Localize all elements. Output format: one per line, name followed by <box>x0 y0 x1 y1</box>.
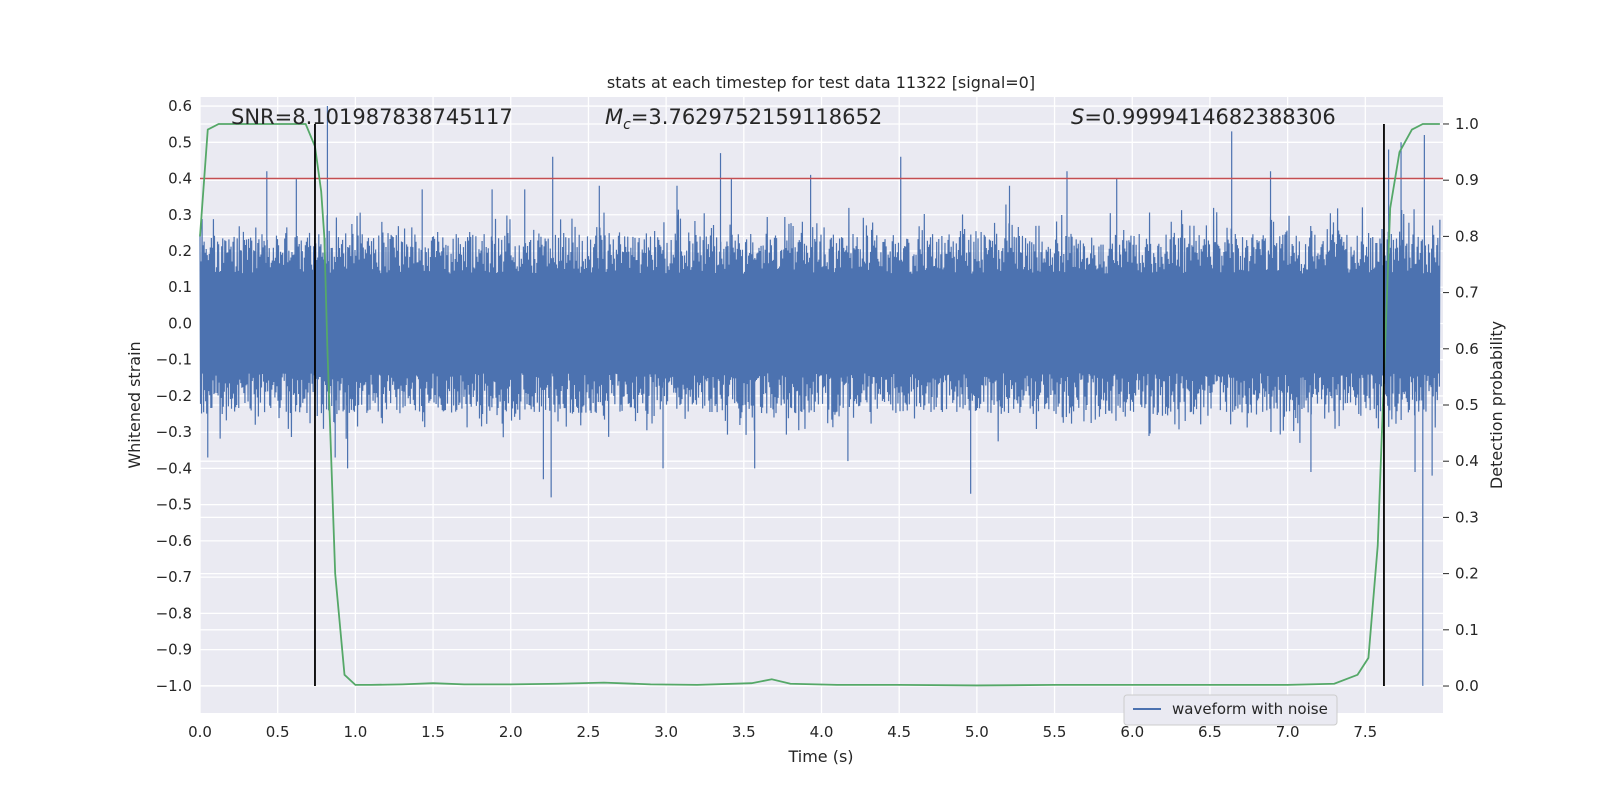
s-value: =0.9999414682388306 <box>1084 105 1335 129</box>
waveform-series <box>199 106 1441 686</box>
x-tick-label: 1.5 <box>421 723 445 741</box>
y-tick-label: 0.4 <box>168 170 192 188</box>
y2-tick-label: 0.5 <box>1455 396 1479 414</box>
marker-lines <box>314 123 1385 687</box>
y2-axis-label: Detection probability <box>1487 321 1506 489</box>
x-tick-label: 5.0 <box>965 723 989 741</box>
y-tick-label: 0.6 <box>168 97 192 115</box>
y2-tick-label: 0.9 <box>1455 171 1479 189</box>
y2-tick-label: 0.4 <box>1455 452 1479 470</box>
y-tick-label: 0.5 <box>168 133 192 151</box>
y-tick-label: −0.8 <box>156 604 192 622</box>
y2-tick-label: 0.0 <box>1455 677 1479 695</box>
y-tick-label: 0.3 <box>168 206 192 224</box>
x-tick-label: 2.0 <box>499 723 523 741</box>
x-tick-label: 0.0 <box>188 723 212 741</box>
y2-tick-label: 0.3 <box>1455 508 1479 526</box>
waveform-line <box>199 106 1441 686</box>
x-tick-label: 2.5 <box>577 723 601 741</box>
chirp-mass-annotation: Mc=3.7629752159118652 <box>605 105 882 133</box>
x-tick-label: 0.5 <box>266 723 290 741</box>
y-tick-label: −0.1 <box>156 351 192 369</box>
x-tick-label: 3.0 <box>654 723 678 741</box>
waveform-core-band <box>200 292 1440 355</box>
mc-symbol: M <box>605 105 623 129</box>
snr-annotation: SNR=8.101987838745117 <box>231 105 513 129</box>
s-symbol: S <box>1071 105 1084 129</box>
x-tick-label: 1.0 <box>343 723 367 741</box>
y-tick-labels: 0.6 0.5 0.4 0.3 0.2 0.1 0.0 −0.1 −0.2 −0.3 −0.4 −0.… <box>156 97 192 695</box>
y-tick-label: −0.4 <box>156 459 192 477</box>
y-tick-label: 0.1 <box>168 278 192 296</box>
mc-value: =3.7629752159118652 <box>631 105 882 129</box>
s-annotation: S=0.9999414682388306 <box>1071 105 1336 129</box>
y2-tick-label: 0.2 <box>1455 565 1479 583</box>
y-tick-label: −0.3 <box>156 423 192 441</box>
y-tick-label: 0.0 <box>168 314 192 332</box>
x-tick-label: 6.5 <box>1198 723 1222 741</box>
y2-tick-label: 0.7 <box>1455 284 1479 302</box>
y-tick-label: −0.2 <box>156 387 192 405</box>
y2-tick-label: 0.1 <box>1455 621 1479 639</box>
y2-tick-label: 1.0 <box>1455 115 1479 133</box>
chart-title: stats at each timestep for test data 113… <box>607 73 1035 92</box>
y2-tick-labels: 1.0 0.9 0.8 0.7 0.6 0.5 0.4 0.3 0.2 0.1 0.0 <box>1455 115 1479 695</box>
x-tick-label: 4.0 <box>810 723 834 741</box>
x-axis-label: Time (s) <box>787 747 853 766</box>
y-axis-label: Whitened strain <box>125 341 144 468</box>
y-tick-label: −1.0 <box>156 677 192 695</box>
y2-tick-label: 0.8 <box>1455 227 1479 245</box>
legend-entry: waveform with noise <box>1172 700 1328 718</box>
y-tick-label: 0.2 <box>168 242 192 260</box>
x-tick-label: 6.0 <box>1120 723 1144 741</box>
y2-tick-label: 0.6 <box>1455 340 1479 358</box>
probability-line <box>199 123 1440 687</box>
legend: waveform with noise <box>1123 694 1338 726</box>
y-tick-label: −0.7 <box>156 568 192 586</box>
x-tick-labels: 0.0 0.5 1.0 1.5 2.0 2.5 3.0 3.5 4.0 4.5 5.0 5.5 6.0 6… <box>188 723 1377 741</box>
y-tick-label: −0.6 <box>156 532 192 550</box>
x-tick-label: 4.5 <box>887 723 911 741</box>
legend-box <box>1123 694 1338 726</box>
x-tick-label: 7.5 <box>1353 723 1377 741</box>
mc-subscript: c <box>623 117 631 133</box>
y-tick-label: −0.9 <box>156 641 192 659</box>
x-tick-label: 7.0 <box>1276 723 1300 741</box>
x-tick-label: 3.5 <box>732 723 756 741</box>
x-tick-label: 5.5 <box>1043 723 1067 741</box>
detection-probability-series <box>199 123 1440 687</box>
y-tick-label: −0.5 <box>156 496 192 514</box>
